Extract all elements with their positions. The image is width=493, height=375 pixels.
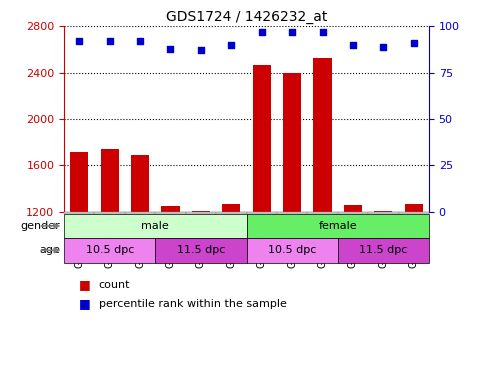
FancyBboxPatch shape [155, 238, 246, 262]
FancyBboxPatch shape [64, 214, 246, 238]
FancyBboxPatch shape [64, 211, 95, 214]
FancyBboxPatch shape [338, 238, 429, 262]
FancyBboxPatch shape [125, 211, 155, 214]
FancyBboxPatch shape [338, 211, 368, 214]
Bar [344, 206, 362, 212]
Point [75, 38, 83, 44]
FancyBboxPatch shape [186, 211, 216, 214]
FancyBboxPatch shape [216, 211, 246, 214]
Text: 10.5 dpc: 10.5 dpc [268, 245, 317, 255]
FancyBboxPatch shape [246, 214, 429, 238]
Title: GDS1724 / 1426232_at: GDS1724 / 1426232_at [166, 10, 327, 24]
FancyBboxPatch shape [246, 211, 277, 214]
Point [136, 38, 144, 44]
Text: 11.5 dpc: 11.5 dpc [176, 245, 225, 255]
Point [106, 38, 113, 44]
Point [258, 29, 266, 35]
FancyBboxPatch shape [398, 211, 429, 214]
Text: male: male [141, 221, 169, 231]
Point [197, 47, 205, 53]
Text: 11.5 dpc: 11.5 dpc [359, 245, 408, 255]
FancyBboxPatch shape [277, 211, 307, 214]
Text: female: female [318, 221, 357, 231]
FancyBboxPatch shape [368, 211, 398, 214]
Text: ■: ■ [79, 297, 91, 310]
Bar [252, 64, 271, 212]
Point [410, 40, 418, 46]
Point [288, 29, 296, 35]
Bar [405, 204, 423, 212]
Text: 10.5 dpc: 10.5 dpc [85, 245, 134, 255]
Bar [283, 73, 301, 212]
Point [318, 29, 326, 35]
Bar [70, 152, 88, 212]
Text: ■: ■ [79, 279, 91, 291]
Point [380, 44, 387, 50]
Point [349, 42, 357, 48]
Bar [192, 211, 210, 212]
Bar [314, 58, 332, 212]
Text: age: age [39, 245, 61, 255]
FancyBboxPatch shape [246, 238, 338, 262]
Text: count: count [99, 280, 130, 290]
Bar [161, 206, 179, 212]
Bar [101, 149, 119, 212]
Bar [374, 211, 392, 212]
FancyBboxPatch shape [64, 238, 155, 262]
Bar [131, 155, 149, 212]
FancyBboxPatch shape [95, 211, 125, 214]
Bar [222, 204, 241, 212]
FancyBboxPatch shape [307, 211, 338, 214]
Point [167, 45, 175, 51]
FancyBboxPatch shape [155, 211, 186, 214]
Point [227, 42, 235, 48]
Text: percentile rank within the sample: percentile rank within the sample [99, 299, 286, 309]
Text: gender: gender [21, 221, 61, 231]
